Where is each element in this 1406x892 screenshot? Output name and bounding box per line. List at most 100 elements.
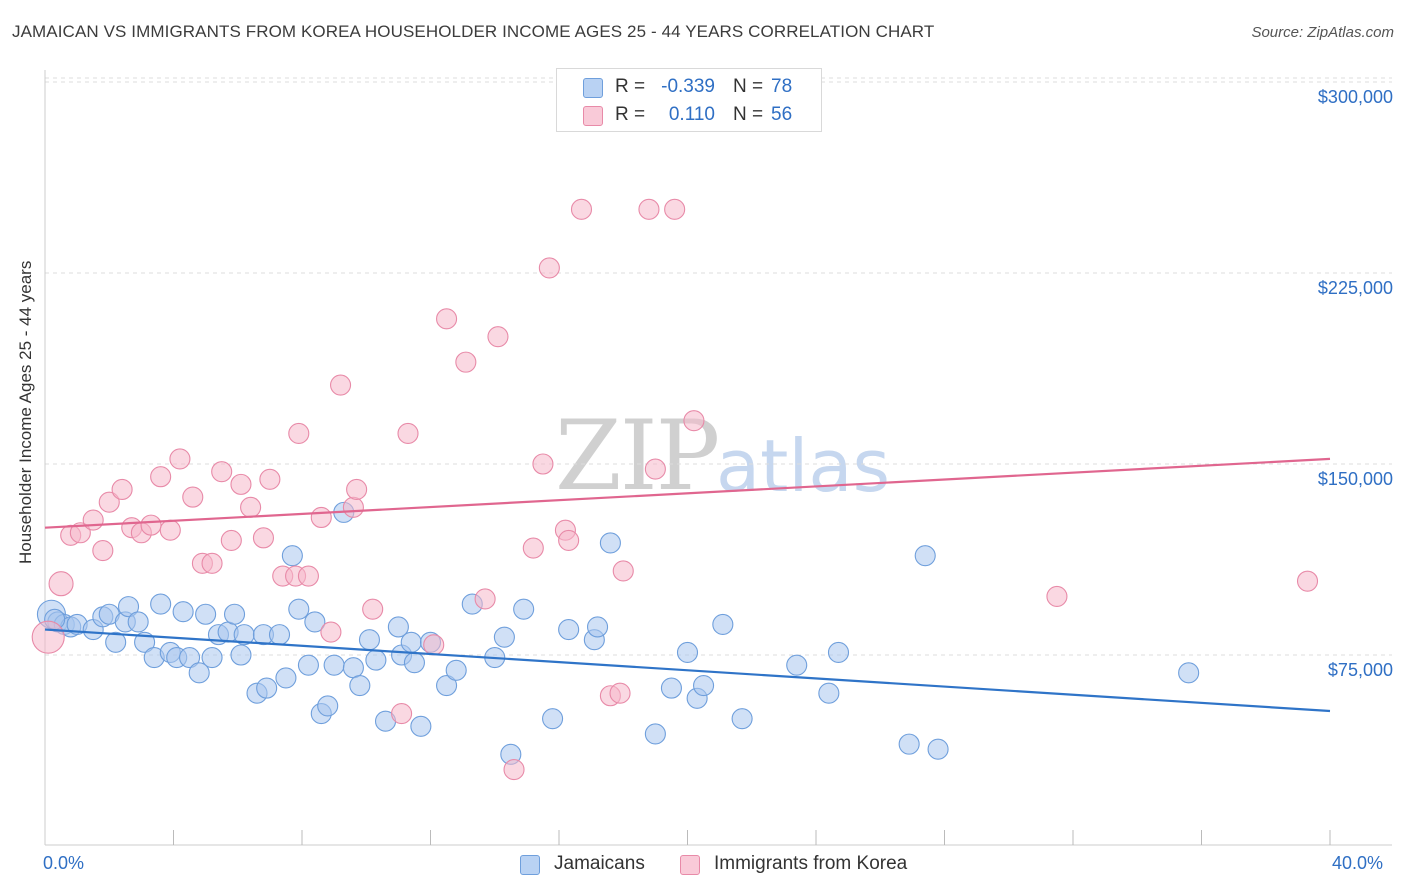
point-jamaicans: [436, 675, 458, 697]
point-korea: [538, 257, 560, 279]
point-korea: [31, 620, 65, 654]
point-korea: [391, 703, 413, 725]
point-korea: [346, 478, 368, 501]
point-jamaicans: [281, 545, 303, 567]
source-label: Source: ZipAtlas.com: [1251, 24, 1394, 41]
point-korea: [182, 486, 204, 508]
point-korea: [252, 527, 275, 549]
y-tick-75000: $75,000: [1327, 660, 1393, 680]
point-korea: [98, 491, 120, 513]
chart-title: JAMAICAN VS IMMIGRANTS FROM KOREA HOUSEH…: [12, 22, 935, 41]
point-korea: [612, 560, 634, 582]
point-korea: [423, 634, 445, 656]
point-jamaicans: [693, 675, 715, 697]
y-tick-300000: $300,000: [1317, 87, 1393, 107]
point-jamaicans: [230, 644, 252, 666]
point-jamaicans: [358, 629, 381, 651]
axes: [44, 70, 1392, 846]
point-korea: [1046, 585, 1068, 607]
point-jamaicans: [513, 598, 535, 620]
point-korea: [240, 496, 262, 518]
n-label: N =: [733, 76, 764, 97]
point-korea: [1296, 570, 1319, 592]
point-jamaicans: [927, 738, 949, 760]
point-korea: [329, 374, 352, 396]
legend-label: Immigrants from Korea: [714, 853, 908, 874]
point-jamaicans: [558, 618, 580, 641]
point-korea: [297, 565, 319, 587]
point-jamaicans: [179, 646, 201, 669]
n-value: 56: [771, 104, 793, 125]
point-jamaicans: [660, 677, 682, 699]
point-jamaicans: [493, 626, 515, 648]
x-tick-right: 40.0%: [1332, 853, 1384, 873]
point-jamaicans: [445, 659, 467, 681]
point-korea: [150, 466, 172, 488]
y-tick-225000: $225,000: [1317, 278, 1393, 298]
point-korea: [644, 458, 666, 480]
point-jamaicans: [117, 596, 140, 618]
point-jamaicans: [365, 649, 387, 671]
point-jamaicans: [731, 708, 753, 730]
point-korea: [522, 537, 544, 559]
point-korea: [211, 461, 233, 483]
point-jamaicans: [323, 654, 345, 676]
r-value: 0.110: [668, 104, 715, 125]
point-jamaicans: [317, 695, 339, 717]
point-korea: [48, 571, 74, 597]
point-jamaicans: [542, 708, 564, 730]
point-jamaicans: [288, 598, 310, 620]
watermark-atlas: atlas: [716, 424, 890, 508]
point-jamaicans: [256, 677, 278, 699]
point-jamaicans: [297, 654, 319, 676]
point-jamaicans: [818, 682, 840, 704]
point-jamaicans: [1178, 662, 1200, 684]
point-jamaicans: [275, 667, 297, 689]
point-jamaicans: [223, 603, 246, 625]
stats-row-jamaicans: R = -0.339 N = 78: [557, 73, 821, 101]
point-korea: [92, 540, 114, 562]
x-tick-left: 0.0%: [43, 853, 85, 873]
point-jamaicans: [172, 601, 194, 623]
point-korea: [201, 552, 223, 574]
point-jamaicans: [127, 611, 149, 633]
point-korea: [683, 410, 705, 432]
data-points: [31, 198, 1319, 781]
point-jamaicans: [403, 652, 425, 674]
point-korea: [159, 519, 181, 541]
point-korea: [69, 522, 91, 544]
n-value: 78: [771, 76, 793, 97]
point-korea: [487, 326, 509, 348]
y-tick-150000: $150,000: [1317, 469, 1393, 489]
point-jamaicans: [898, 733, 920, 755]
point-jamaicans: [400, 631, 422, 653]
point-korea: [455, 351, 477, 373]
point-jamaicans: [410, 715, 432, 737]
trend-line-korea: [44, 457, 1331, 529]
point-jamaicans: [195, 603, 217, 625]
point-korea: [111, 478, 133, 501]
point-jamaicans: [304, 611, 326, 633]
point-korea: [288, 422, 310, 444]
point-jamaicans: [676, 641, 699, 664]
trend-lines: [44, 457, 1331, 713]
swatch-pink: [583, 106, 603, 126]
stats-row-korea: R = 0.110 N = 56: [557, 101, 821, 129]
point-jamaicans: [712, 613, 734, 635]
point-korea: [220, 529, 242, 551]
point-korea: [320, 621, 342, 643]
point-korea: [169, 448, 191, 470]
point-korea: [82, 509, 104, 531]
trend-line-jamaicans: [44, 628, 1331, 713]
point-korea: [310, 506, 332, 529]
swatch-blue: [583, 78, 603, 98]
point-jamaicans: [201, 646, 223, 669]
point-korea: [664, 198, 686, 220]
point-jamaicans: [644, 723, 666, 745]
point-korea: [474, 588, 496, 610]
point-jamaicans: [586, 616, 609, 638]
point-jamaicans: [268, 624, 291, 646]
point-jamaicans: [188, 662, 210, 684]
point-korea: [436, 308, 458, 330]
n-label: N =: [733, 104, 764, 125]
